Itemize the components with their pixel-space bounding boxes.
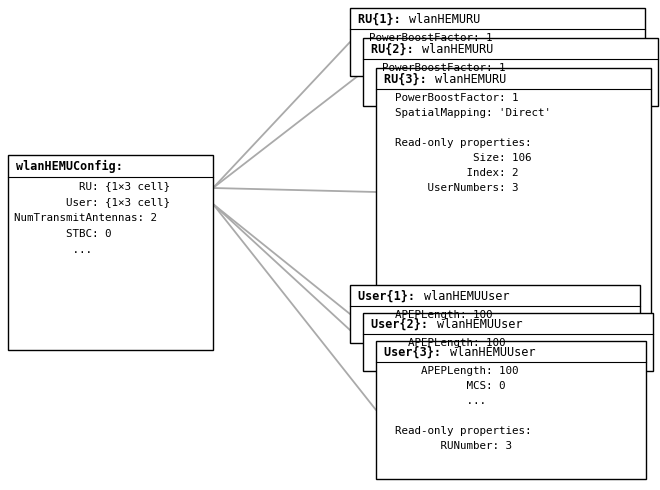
Text: PowerBoostFactor: 1: PowerBoostFactor: 1 (356, 33, 492, 43)
Text: ...: ... (14, 245, 92, 255)
Text: PowerBoostFactor: 1: PowerBoostFactor: 1 (369, 63, 506, 73)
Bar (8, 155, 213, 350)
Text: wlanHEMUUser: wlanHEMUUser (424, 290, 510, 303)
Text: User: {1×3 cell}: User: {1×3 cell} (14, 197, 170, 207)
Text: User{3}:: User{3}: (384, 346, 448, 359)
Bar (363, 313, 653, 371)
Text: SpatialMapping: 'Direct': SpatialMapping: 'Direct' (382, 108, 551, 118)
Text: wlanHEMURU: wlanHEMURU (422, 43, 494, 56)
Text: MCS: 0: MCS: 0 (382, 381, 506, 391)
Text: APEPLength: 100: APEPLength: 100 (382, 366, 519, 376)
Bar (363, 38, 658, 106)
Text: wlanHEMURU: wlanHEMURU (409, 13, 480, 26)
Text: Index: 2: Index: 2 (382, 168, 519, 178)
Text: wlanHEMURU: wlanHEMURU (435, 73, 506, 86)
Text: RU{1}:: RU{1}: (358, 13, 408, 26)
Text: User{2}:: User{2}: (371, 318, 435, 331)
Text: ...: ... (382, 396, 486, 406)
Bar (350, 8, 645, 76)
Text: wlanHEMUUser: wlanHEMUUser (437, 318, 522, 331)
Text: STBC: 0: STBC: 0 (14, 229, 112, 239)
Text: RUNumber: 3: RUNumber: 3 (382, 441, 512, 451)
Text: wlanHEMUUser: wlanHEMUUser (450, 346, 535, 359)
Text: PowerBoostFactor: 1: PowerBoostFactor: 1 (382, 93, 519, 103)
Text: RU: {1×3 cell}: RU: {1×3 cell} (14, 181, 170, 191)
Text: Read-only properties:: Read-only properties: (382, 138, 531, 148)
Text: Size: 106: Size: 106 (382, 153, 531, 163)
Bar (376, 68, 651, 316)
Text: APEPLength: 100: APEPLength: 100 (369, 338, 506, 348)
Text: APEPLength: 100: APEPLength: 100 (356, 310, 492, 320)
Text: NumTransmitAntennas: 2: NumTransmitAntennas: 2 (14, 213, 157, 223)
Text: Read-only properties:: Read-only properties: (382, 426, 531, 436)
Bar (350, 285, 640, 343)
Text: RU{2}:: RU{2}: (371, 43, 421, 56)
Text: UserNumbers: 3: UserNumbers: 3 (382, 183, 519, 193)
Text: User{1}:: User{1}: (358, 290, 422, 303)
Text: RU{3}:: RU{3}: (384, 73, 434, 86)
Text: wlanHEMUConfig:: wlanHEMUConfig: (16, 160, 130, 173)
Bar (376, 341, 646, 479)
